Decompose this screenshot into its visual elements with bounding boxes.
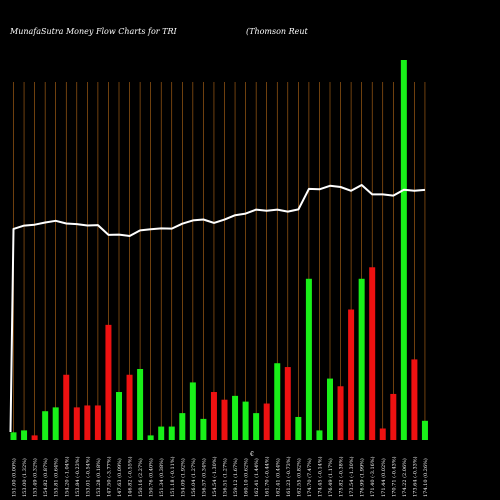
x-tick-label: 147.63 (0.09%) <box>116 458 123 497</box>
x-tick-label: 161.70 (-0.44%) <box>264 456 271 497</box>
x-tick-label: 151.34 (0.38%) <box>158 458 165 497</box>
x-tick-label: 153.28 (0.18%) <box>95 458 102 497</box>
flow-bar <box>42 411 49 440</box>
x-tick-label: 160.10 (0.62%) <box>243 458 250 497</box>
x-tick-labels: 151.00 (0.00%) 153.00 (1.32%) 153.49 (0.32… <box>11 456 429 497</box>
chart-title: MunafaSutra Money Flow Charts for TRI <box>9 27 177 36</box>
flow-bar <box>232 395 239 440</box>
x-tick-label: 173.54 (-1.30%) <box>348 456 355 497</box>
flow-bar <box>63 374 70 440</box>
flow-bar <box>21 430 28 440</box>
flow-bar <box>126 374 133 440</box>
x-tick-label: 173.64 (-0.33%) <box>411 456 418 497</box>
flow-bar <box>105 324 112 440</box>
x-tick-label: 153.49 (0.32%) <box>32 458 39 497</box>
price-line-layer <box>9 184 426 433</box>
flow-bar <box>421 420 428 440</box>
x-tick-label: 171.40 (-3.16%) <box>369 456 376 497</box>
x-tick-label: 176.49 (1.17%) <box>327 458 334 497</box>
x-tick-label: 174.45 (-0.14%) <box>316 456 323 497</box>
flow-bar <box>295 416 302 440</box>
x-tick-label: 153.84 (-0.23%) <box>74 456 81 497</box>
flow-bar <box>369 267 376 440</box>
x-tick-label: 162.55 (0.82%) <box>295 458 302 497</box>
x-tick-label: 154.20 (-1.04%) <box>63 456 70 497</box>
axis-mark: € <box>249 451 254 458</box>
flow-bar <box>52 407 59 440</box>
flow-bar <box>137 368 144 440</box>
flow-bar <box>168 426 175 440</box>
x-tick-label: 147.50 (-3.77%) <box>105 456 112 497</box>
flow-bar <box>10 432 17 440</box>
flow-bar <box>358 278 365 440</box>
x-tick-label: 159.12 (1.67%) <box>232 458 239 497</box>
x-tick-label: 171.44 (0.02%) <box>380 458 387 497</box>
x-tick-label: 153.00 (1.32%) <box>21 458 28 497</box>
flow-bar <box>179 413 186 440</box>
flow-bar <box>390 393 397 440</box>
flow-bar <box>400 60 407 440</box>
chart-subtitle: (Thomson Reut <box>246 27 309 36</box>
x-tick-label: 151.18 (-0.11%) <box>169 456 176 497</box>
x-tick-label: 156.57 (0.34%) <box>200 458 207 497</box>
flow-bar <box>379 428 386 440</box>
x-tick-label: 174.10 (0.26%) <box>422 458 429 497</box>
money-flow-bars <box>10 60 428 440</box>
flow-bar <box>147 435 154 440</box>
flow-bar <box>158 426 165 440</box>
flow-bar <box>84 405 91 440</box>
flow-bar <box>337 386 344 440</box>
flow-bar <box>189 382 196 440</box>
x-tick-label: 175.82 (-0.38%) <box>338 456 345 497</box>
x-tick-label: 155.81 (0.64%) <box>53 458 60 497</box>
x-tick-label: 174.22 (2.06%) <box>401 458 408 497</box>
x-tick-label: 150.16 (2.27%) <box>137 458 144 497</box>
x-tick-label: 156.04 (1.27%) <box>190 458 197 497</box>
x-tick-label: 170.71 (-0.43%) <box>390 456 397 497</box>
flow-bar <box>116 392 122 440</box>
x-tick-label: 174.70 (7.47%) <box>306 458 313 497</box>
flow-bar <box>94 405 101 440</box>
x-tick-label: 151.00 (0.00%) <box>11 458 18 497</box>
x-tick-label: 154.09 (1.92%) <box>179 458 186 497</box>
x-tick-label: 146.82 (-0.55%) <box>127 456 134 497</box>
flow-bar <box>284 367 291 440</box>
x-tick-label: 150.76 (0.40%) <box>148 458 155 497</box>
x-tick-label: 154.82 (0.87%) <box>42 458 49 497</box>
flow-bar <box>263 403 270 440</box>
flow-bar <box>73 407 80 440</box>
x-tick-label: 154.54 (-1.30%) <box>211 456 218 497</box>
flow-bar <box>242 401 249 440</box>
x-tick-label: 162.41 (1.44%) <box>253 458 260 497</box>
x-tick-label: 161.23 (-0.73%) <box>285 456 292 497</box>
flow-bar <box>210 392 217 440</box>
flow-bar <box>316 430 323 440</box>
flow-bar <box>31 435 38 440</box>
flow-bar <box>253 413 260 440</box>
x-tick-label: 156.51 (1.27%) <box>222 458 229 497</box>
x-tick-label: 153.01 (-0.54%) <box>84 456 91 497</box>
flow-bar <box>200 418 207 440</box>
flow-bar <box>221 399 228 440</box>
x-tick-label: 162.41 (0.44%) <box>274 458 281 497</box>
flow-bar <box>305 278 312 440</box>
price-line <box>9 184 426 433</box>
flow-bar <box>348 309 355 440</box>
x-tick-label: 176.99 (1.99%) <box>359 458 366 497</box>
flow-bar <box>411 359 418 440</box>
flow-bar <box>327 378 333 440</box>
flow-bar <box>274 363 281 440</box>
